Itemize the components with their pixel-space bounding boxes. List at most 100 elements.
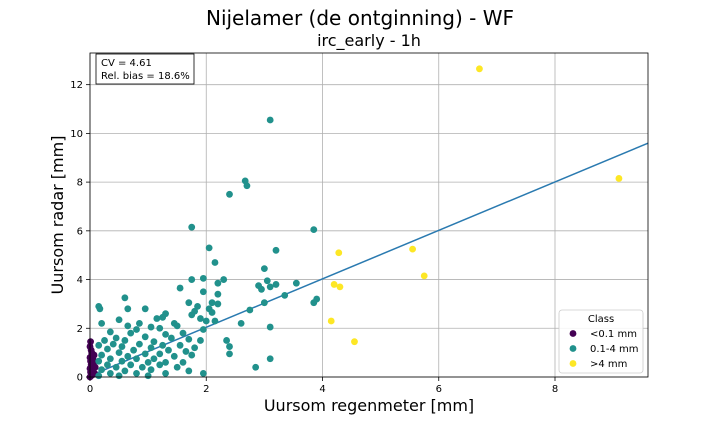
scatter-point [127, 361, 135, 369]
y-axis-ticks: 0 2 4 6 8 10 12 [70, 80, 90, 384]
scatter-point [179, 329, 187, 337]
scatter-point [199, 274, 207, 282]
y-tick-label: 6 [77, 226, 83, 237]
scatter-point [292, 279, 300, 287]
scatter-point [211, 259, 219, 266]
scatter-point [159, 341, 167, 349]
scatter-point [162, 369, 169, 377]
y-tick-label: 12 [70, 80, 83, 91]
scatter-point [88, 349, 96, 357]
scatter-point [336, 283, 344, 291]
scatter-point [199, 369, 207, 377]
legend-frame [558, 309, 644, 374]
scatter-point [330, 281, 338, 288]
scatter-point [188, 351, 196, 359]
scatter-point [112, 363, 120, 371]
scatter-point [124, 305, 132, 313]
scatter-point [220, 276, 228, 283]
scatter-point [98, 320, 106, 327]
scatter-point [214, 300, 222, 308]
scatter-point [144, 372, 152, 380]
scatter-point [272, 246, 280, 254]
legend-label: 0.1-4 mm [590, 344, 639, 355]
scatter-point [162, 358, 169, 366]
scatter-point [191, 344, 199, 352]
scatter-point [197, 337, 204, 344]
legend-marker [569, 330, 577, 337]
scatter-point [118, 357, 126, 365]
scatter-point [90, 368, 97, 376]
scatter-point [243, 182, 251, 190]
scatter-point [98, 351, 106, 359]
regression-line-layer [89, 142, 649, 377]
scatter-point [115, 316, 123, 324]
scatter-point [266, 116, 274, 124]
stats-cv: CV = 4.61 [101, 58, 152, 69]
scatter-point [208, 309, 216, 316]
scatter-point [179, 358, 187, 366]
scatter-point [226, 350, 233, 358]
scatter-point [185, 299, 193, 307]
scatter-point [208, 299, 216, 307]
scatter-point [96, 305, 104, 313]
scatter-point [124, 322, 132, 330]
scatter-point [95, 357, 103, 365]
scatter-point [138, 363, 146, 371]
y-tick-label: 2 [77, 324, 83, 335]
scatter-point [115, 372, 123, 380]
scatter-point [214, 279, 222, 287]
scatter-point [121, 337, 129, 344]
scatter-point [98, 366, 106, 374]
scatter-point [188, 276, 196, 283]
plot-area-frame [89, 52, 649, 378]
scatter-point [214, 290, 222, 298]
scatter-point [420, 272, 428, 280]
legend-label: >4 mm [590, 359, 627, 370]
scatter-point [327, 317, 335, 325]
scatter-point [150, 338, 158, 346]
scatter-point [252, 363, 260, 371]
scatter-point [188, 311, 196, 319]
scatter-point [133, 355, 140, 363]
scatter-point [153, 315, 161, 322]
scatter-point [260, 299, 268, 307]
scatter-point [106, 328, 114, 336]
x-axis-label: Uursom regenmeter [mm] [264, 396, 474, 415]
scatter-point [335, 249, 343, 257]
scatter-point [185, 335, 193, 343]
scatter-point [266, 323, 274, 331]
scatter-point [266, 355, 274, 363]
scatter-point [136, 340, 143, 348]
x-tick-label: 6 [436, 384, 442, 395]
scatter-point [260, 265, 268, 272]
scatter-point [310, 299, 318, 307]
scatter-point [272, 281, 280, 288]
scatter-point [101, 337, 108, 344]
scatter-point [127, 329, 135, 337]
scatter-point [199, 288, 207, 296]
scatter-point [147, 323, 155, 331]
scatter-point [124, 352, 132, 360]
scatter-point [173, 322, 181, 330]
legend-label: <0.1 mm [590, 329, 637, 340]
scatter-point [263, 277, 271, 285]
scatter-point [106, 355, 114, 363]
scatter-point [188, 223, 196, 231]
x-tick-label: 4 [319, 384, 325, 395]
scatter-point [87, 338, 94, 346]
scatter-point [202, 317, 210, 325]
stats-rel-bias: Rel. bias = 18.6% [101, 71, 190, 82]
scatter-point [409, 245, 416, 253]
scatter-point [185, 367, 193, 375]
legend-marker [569, 360, 577, 367]
scatter-point [104, 345, 111, 353]
chart-subtitle: irc_early - 1h [317, 31, 421, 51]
scatter-point [182, 348, 190, 355]
stats-box: CV = 4.61 Rel. bias = 18.6% [95, 53, 195, 85]
scatter-point [351, 338, 358, 346]
x-tick-label: 2 [203, 384, 209, 395]
scatter-point [223, 337, 230, 344]
scatter-point [141, 350, 149, 358]
x-axis-ticks: 0 2 4 6 8 [87, 377, 558, 395]
legend-title: Class [588, 314, 614, 325]
